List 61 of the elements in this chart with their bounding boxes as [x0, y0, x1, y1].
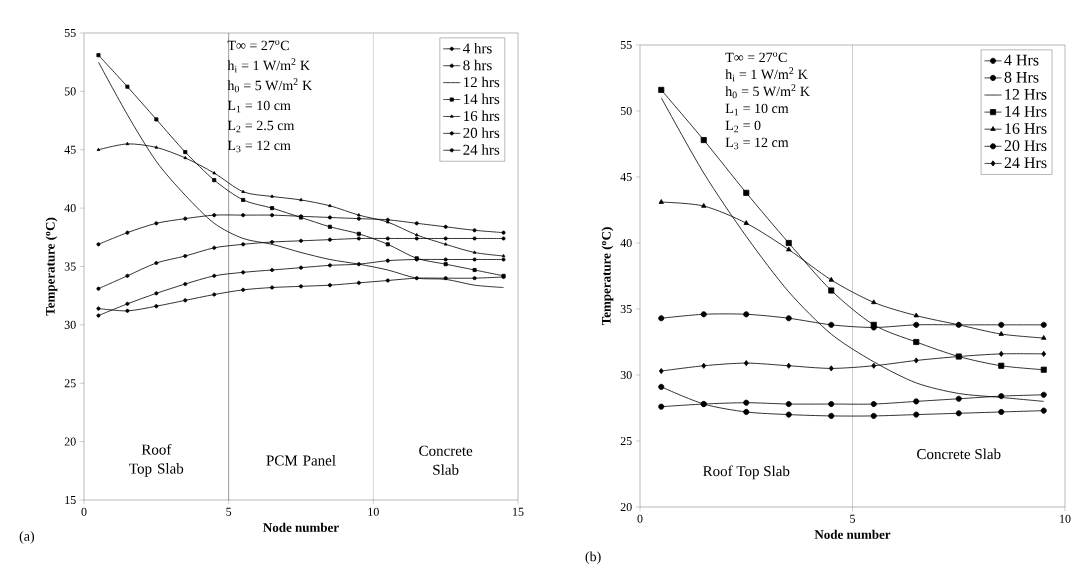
annotation: L$_{3}$ = 12 cm [227, 140, 291, 153]
annotation: Concrete Slab [419, 445, 473, 475]
annotation: PCM Panel [266, 455, 336, 466]
legend-label: 14 hrs [464, 93, 500, 105]
x-axis-title: Node number [814, 529, 891, 539]
annotation: h$_{0}$ = 5 W/m$^{2}$ K [227, 78, 313, 93]
legend-label: 8 hrs [463, 59, 492, 71]
annotation: L$_{1}$ = 10 cm [725, 103, 789, 116]
legend-label: 4 Hrs [1004, 54, 1039, 66]
annotation: Roof Top Slab [129, 443, 184, 477]
legend-label: 24 hrs [463, 144, 500, 155]
y-tick-label: 20 [620, 502, 632, 512]
y-tick-label: 25 [64, 379, 76, 388]
x-tick-label: 0 [637, 514, 643, 523]
annotation: L$_{2}$ = 0 [725, 120, 761, 133]
x-tick-label: 5 [226, 507, 232, 516]
y-tick-label: 50 [620, 106, 632, 116]
annotation: h$_{i}$ = 1 W/m$^{2}$ K [227, 58, 310, 73]
y-tick-label: 35 [620, 304, 632, 314]
y-tick-label: 40 [620, 238, 632, 248]
annotation: h$_{0}$ = 5 W/m$^{2}$ K [725, 84, 810, 99]
x-tick-label: 5 [850, 514, 856, 523]
text: (a) [19, 531, 35, 544]
x-tick-label: 10 [1060, 514, 1071, 523]
y-tick-label: 50 [64, 87, 76, 96]
annotation: h$_{i}$ = 1 W/m$^{2}$ K [725, 67, 808, 82]
x-tick-label: 10 [368, 507, 379, 516]
text: (b) [585, 551, 601, 565]
legend-label: 14 Hrs [1005, 106, 1047, 117]
y-tick-label: 15 [65, 495, 76, 505]
y-axis-title: Temperature ($^{o}$C) [601, 227, 614, 326]
legend-label: 20 hrs [463, 127, 500, 138]
y-tick-label: 35 [64, 262, 76, 271]
y-tick-label: 25 [620, 436, 632, 446]
x-tick-label: 15 [513, 507, 524, 516]
y-tick-label: 30 [620, 370, 632, 380]
y-tick-label: 55 [64, 29, 76, 37]
legend-label: 24 Hrs [1004, 157, 1047, 169]
annotation: Concrete Slab [917, 448, 1001, 460]
annotation: L$_{2}$ = 2.5 cm [227, 120, 295, 133]
legend-label: 4 hrs [463, 42, 492, 54]
annotation: Roof Top Slab [703, 465, 790, 480]
legend-label: 16 hrs [464, 110, 500, 122]
annotation: L$_{3}$ = 12 cm [725, 137, 789, 150]
legend-label: 16 Hrs [1005, 123, 1047, 134]
legend-label: 8 Hrs [1004, 71, 1039, 83]
y-tick-label: 20 [64, 437, 76, 446]
annotation: T∞ = 27$^{o}$C [725, 52, 787, 63]
legend-label: 20 Hrs [1004, 140, 1047, 152]
legend-label: 12 Hrs [1005, 89, 1047, 100]
legend-label: 12 hrs [464, 76, 500, 88]
x-tick-label: 0 [81, 507, 87, 516]
y-tick-label: 55 [620, 41, 632, 49]
x-axis-title: Node number [263, 522, 339, 532]
y-tick-label: 45 [620, 172, 632, 181]
annotation: T∞ = 27$^{o}$C [227, 40, 289, 51]
annotation: L$_{1}$ = 10 cm [227, 100, 291, 113]
y-tick-label: 30 [64, 320, 76, 329]
y-tick-label: 40 [64, 204, 76, 213]
y-tick-label: 45 [64, 145, 76, 154]
y-axis-title: Temperature ($^{o}$C) [45, 217, 58, 316]
